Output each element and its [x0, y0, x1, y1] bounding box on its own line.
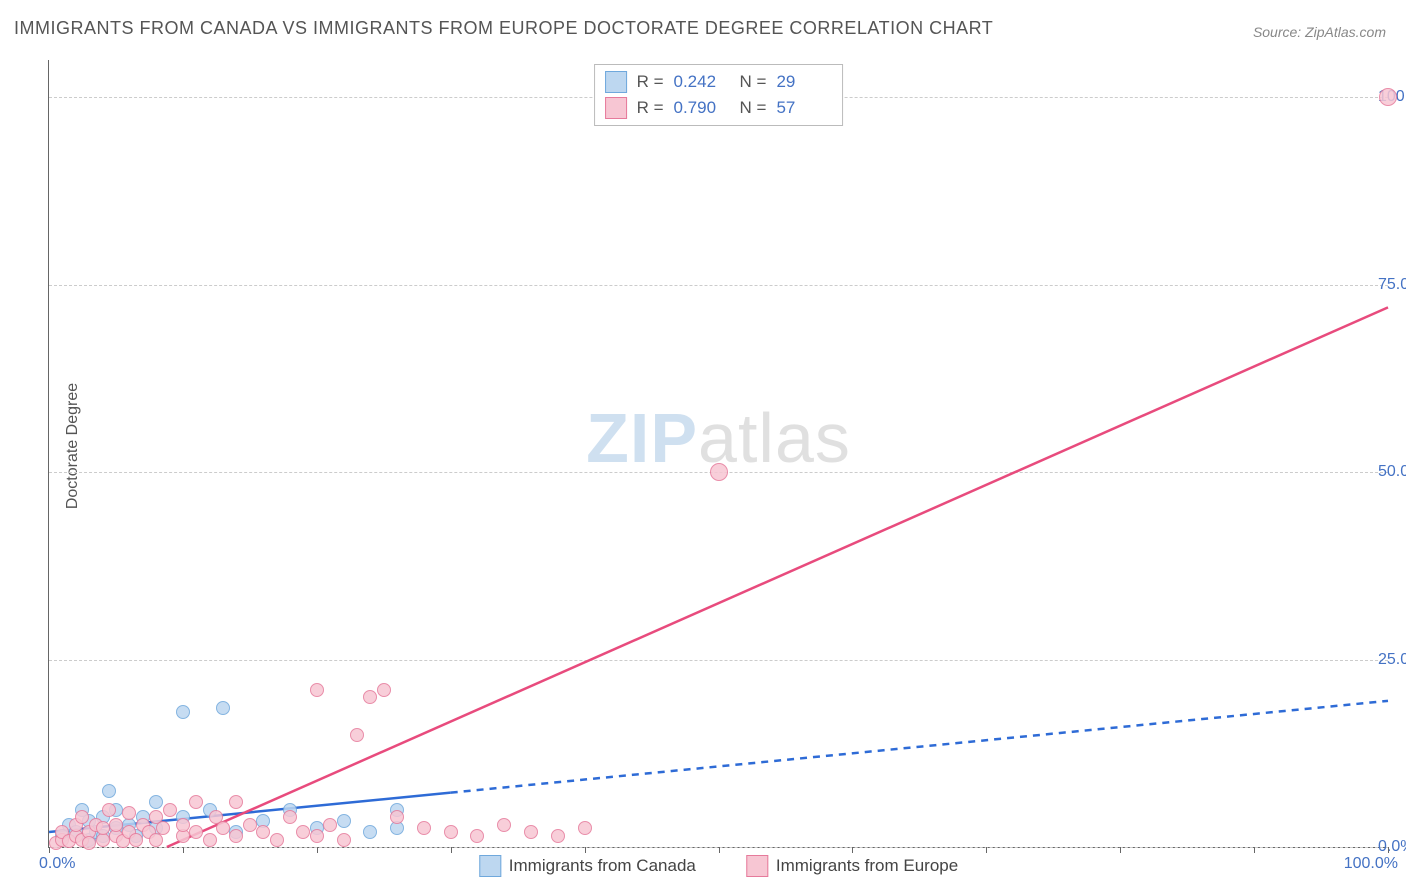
data-point: [203, 833, 217, 847]
data-point: [350, 728, 364, 742]
legend-item-canada: Immigrants from Canada: [479, 855, 696, 877]
n-label: N =: [740, 72, 767, 92]
data-point: [96, 821, 110, 835]
legend-item-europe: Immigrants from Europe: [746, 855, 958, 877]
trend-lines: [49, 60, 1388, 847]
data-point: [377, 683, 391, 697]
data-point: [229, 795, 243, 809]
x-tick: [585, 847, 586, 853]
data-point: [1379, 88, 1397, 106]
data-point: [229, 829, 243, 843]
legend-label-europe: Immigrants from Europe: [776, 856, 958, 876]
r-label: R =: [637, 72, 664, 92]
x-tick: [451, 847, 452, 853]
data-point: [310, 683, 324, 697]
x-tick-label-max: 100.0%: [1344, 855, 1398, 873]
data-point: [363, 825, 377, 839]
data-point: [102, 803, 116, 817]
data-point: [189, 825, 203, 839]
n-value-europe: 57: [776, 98, 832, 118]
chart-title: IMMIGRANTS FROM CANADA VS IMMIGRANTS FRO…: [14, 18, 993, 39]
x-tick: [986, 847, 987, 853]
data-point: [497, 818, 511, 832]
data-point: [102, 784, 116, 798]
data-point: [109, 818, 123, 832]
data-point: [310, 829, 324, 843]
data-point: [551, 829, 565, 843]
data-point: [270, 833, 284, 847]
data-point: [149, 795, 163, 809]
data-point: [283, 810, 297, 824]
data-point: [710, 463, 728, 481]
r-label: R =: [637, 98, 664, 118]
correlation-legend: R = 0.242 N = 29 R = 0.790 N = 57: [594, 64, 844, 126]
x-tick: [719, 847, 720, 853]
legend-row-europe: R = 0.790 N = 57: [605, 95, 833, 121]
data-point: [337, 833, 351, 847]
data-point: [176, 705, 190, 719]
data-point: [156, 821, 170, 835]
data-point: [216, 821, 230, 835]
series-legend: Immigrants from Canada Immigrants from E…: [479, 855, 958, 877]
data-point: [337, 814, 351, 828]
x-tick: [1254, 847, 1255, 853]
data-point: [578, 821, 592, 835]
x-tick: [183, 847, 184, 853]
data-point: [256, 825, 270, 839]
data-point: [243, 818, 257, 832]
data-point: [75, 810, 89, 824]
data-point: [296, 825, 310, 839]
n-label: N =: [740, 98, 767, 118]
legend-row-canada: R = 0.242 N = 29: [605, 69, 833, 95]
data-point: [363, 690, 377, 704]
x-tick-label-min: 0.0%: [39, 855, 75, 873]
swatch-canada: [605, 71, 627, 93]
r-value-europe: 0.790: [674, 98, 730, 118]
data-point: [524, 825, 538, 839]
swatch-canada: [479, 855, 501, 877]
x-tick: [317, 847, 318, 853]
data-point: [470, 829, 484, 843]
trend-line: [167, 307, 1388, 847]
trend-line: [451, 701, 1388, 793]
data-point: [163, 803, 177, 817]
data-point: [390, 810, 404, 824]
x-tick: [1120, 847, 1121, 853]
x-tick: [1388, 847, 1389, 853]
x-tick: [852, 847, 853, 853]
data-point: [122, 806, 136, 820]
data-point: [444, 825, 458, 839]
swatch-europe: [605, 97, 627, 119]
source-attribution: Source: ZipAtlas.com: [1253, 24, 1386, 40]
swatch-europe: [746, 855, 768, 877]
legend-label-canada: Immigrants from Canada: [509, 856, 696, 876]
data-point: [176, 818, 190, 832]
r-value-canada: 0.242: [674, 72, 730, 92]
data-point: [323, 818, 337, 832]
plot-area: ZIPatlas 0.0%25.0%50.0%75.0%100.0% R = 0…: [48, 60, 1388, 848]
data-point: [129, 833, 143, 847]
data-point: [216, 701, 230, 715]
data-point: [417, 821, 431, 835]
data-point: [82, 836, 96, 850]
n-value-canada: 29: [776, 72, 832, 92]
data-point: [189, 795, 203, 809]
